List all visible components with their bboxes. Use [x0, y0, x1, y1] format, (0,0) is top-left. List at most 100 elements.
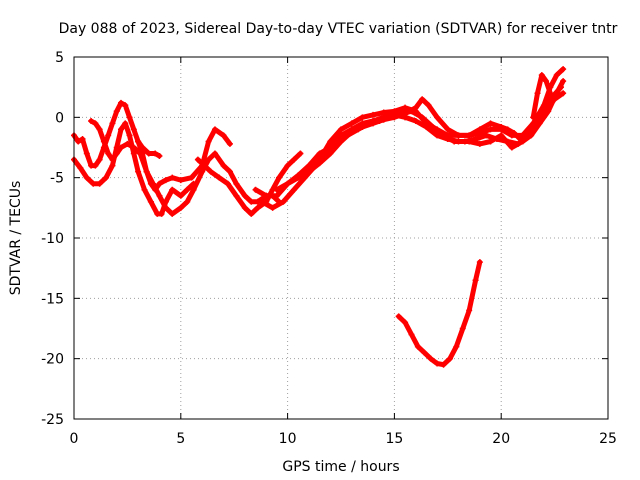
data-point	[177, 177, 184, 184]
data-point	[83, 150, 90, 157]
data-point	[103, 174, 110, 181]
data-point	[408, 331, 415, 338]
data-point	[543, 78, 550, 85]
data-point	[273, 186, 280, 193]
data-point	[130, 144, 137, 151]
data-point	[434, 360, 441, 367]
data-point	[188, 174, 195, 181]
data-point	[291, 186, 298, 193]
data-point	[419, 114, 426, 121]
data-point	[248, 198, 255, 205]
data-point	[109, 156, 116, 163]
data-point	[177, 192, 184, 199]
data-point	[211, 150, 218, 157]
data-point	[276, 174, 283, 181]
data-point	[284, 162, 291, 169]
data-point	[75, 138, 82, 145]
y-tick-label: -25	[41, 412, 64, 428]
y-tick-label: -15	[41, 291, 64, 307]
data-point	[444, 126, 451, 133]
data-point	[359, 123, 366, 130]
data-point	[150, 180, 157, 187]
data-point	[258, 198, 265, 205]
data-point	[233, 192, 240, 199]
chart-title: Day 088 of 2023, Sidereal Day-to-day VTE…	[59, 21, 618, 37]
data-point	[122, 102, 129, 109]
data-point	[547, 90, 554, 97]
data-point	[113, 108, 120, 115]
data-point	[220, 132, 227, 139]
data-point	[370, 111, 377, 118]
data-point	[130, 150, 137, 157]
series-line-arc-11	[396, 259, 483, 368]
data-point	[83, 174, 90, 181]
data-point	[92, 120, 99, 127]
data-point	[519, 138, 526, 145]
data-point	[156, 180, 163, 187]
data-point	[190, 186, 197, 193]
data-point	[117, 99, 124, 106]
data-point	[391, 114, 398, 121]
data-point	[419, 96, 426, 103]
data-point	[152, 150, 159, 157]
data-point	[135, 168, 142, 175]
data-point	[534, 90, 541, 97]
data-point	[90, 180, 97, 187]
data-point	[459, 325, 466, 332]
data-point	[483, 132, 490, 139]
data-point	[205, 156, 212, 163]
series-line-arc-9	[306, 78, 566, 175]
data-point	[305, 168, 312, 175]
y-tick-label: 0	[55, 110, 64, 126]
data-point	[233, 180, 240, 187]
data-point	[199, 168, 206, 175]
data-point	[291, 156, 298, 163]
data-point	[455, 132, 462, 139]
data-point	[511, 130, 518, 137]
y-axis-label: SDTVAR / TECUs	[8, 181, 24, 296]
data-point	[338, 126, 344, 133]
data-point	[280, 198, 287, 205]
series-line-arc-2	[71, 120, 197, 217]
data-point	[297, 150, 304, 157]
data-point	[88, 117, 95, 124]
x-tick-label: 15	[385, 431, 403, 447]
y-tick-label: 5	[55, 50, 64, 66]
data-point	[220, 162, 227, 169]
data-point	[224, 180, 231, 187]
data-point	[130, 126, 137, 133]
data-point	[498, 123, 505, 130]
data-point	[145, 150, 152, 157]
series-line-arc-8	[274, 90, 566, 193]
data-point	[177, 204, 184, 211]
data-point	[117, 126, 124, 133]
data-point	[453, 343, 460, 350]
data-point	[184, 198, 191, 205]
data-point	[105, 132, 112, 139]
data-point	[427, 355, 434, 362]
data-point	[487, 138, 494, 145]
data-point	[105, 150, 112, 157]
data-point	[301, 174, 308, 181]
data-point	[476, 126, 483, 133]
data-point	[109, 120, 116, 127]
data-point	[169, 174, 176, 181]
data-point	[162, 177, 169, 184]
x-tick-label: 20	[492, 431, 510, 447]
data-point	[338, 132, 344, 139]
data-point	[316, 150, 323, 157]
data-point	[96, 126, 103, 133]
data-point	[476, 140, 483, 147]
data-point	[96, 156, 103, 163]
data-point	[395, 313, 402, 320]
data-point	[553, 90, 560, 97]
data-point	[211, 126, 218, 133]
data-point	[545, 108, 552, 115]
data-point	[338, 138, 344, 145]
data-point	[248, 210, 255, 217]
y-tick-label: -10	[41, 231, 64, 247]
data-point	[440, 361, 447, 368]
data-point	[560, 78, 567, 85]
data-point	[124, 140, 131, 147]
